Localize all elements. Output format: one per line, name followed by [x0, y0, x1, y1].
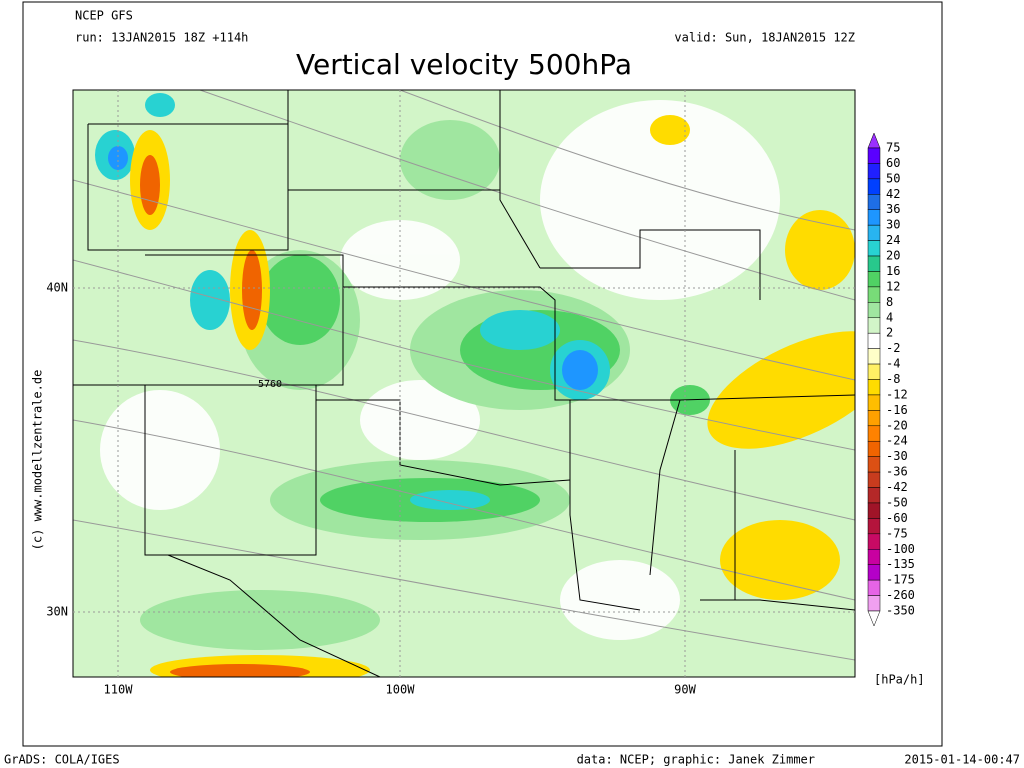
colorbar-label: -60 — [886, 511, 908, 525]
title: Vertical velocity 500hPa — [296, 48, 632, 81]
colorbar-label: 24 — [886, 233, 900, 247]
map-field — [73, 90, 855, 677]
colorbar-swatch — [867, 410, 881, 427]
graticule — [73, 90, 855, 677]
colorbar-label: -100 — [886, 542, 915, 556]
colorbar-swatch — [867, 147, 881, 164]
colorbar-swatch — [867, 363, 881, 380]
colorbar-label: -12 — [886, 387, 908, 401]
colorbar-label: -24 — [886, 434, 908, 448]
colorbar-label: -4 — [886, 357, 900, 371]
colorbar-swatch — [867, 178, 881, 195]
lon-label: 90W — [674, 683, 696, 697]
colorbar-swatch — [867, 456, 881, 473]
colorbar-swatch — [867, 533, 881, 550]
lat-label: 40N — [46, 281, 68, 295]
colorbar-label: 42 — [886, 187, 900, 201]
colorbar-label: -8 — [886, 372, 900, 386]
run: run: 13JAN2015 18Z +114h — [75, 31, 248, 45]
colorbar-label: 2 — [886, 326, 893, 340]
colorbar-label: -42 — [886, 480, 908, 494]
colorbar-swatch — [867, 579, 881, 596]
colorbar-swatch — [867, 471, 881, 488]
lat-label: 30N — [46, 605, 68, 619]
colorbar-label: -75 — [886, 526, 908, 540]
colorbar-swatch — [867, 487, 881, 504]
colorbar-swatch — [867, 348, 881, 365]
colorbar-label: 36 — [886, 202, 900, 216]
colorbar-swatch — [867, 564, 881, 581]
colorbar-swatch — [867, 209, 881, 226]
colorbar-label: -30 — [886, 449, 908, 463]
footer-left: GrADS: COLA/IGES — [4, 753, 120, 767]
valid: valid: Sun, 18JAN2015 12Z — [674, 31, 855, 45]
colorbar-label: -260 — [886, 588, 915, 602]
footer-timestamp: 2015-01-14-00:47 — [904, 753, 1020, 767]
colorbar-swatch — [867, 440, 881, 457]
colorbar-swatch — [867, 240, 881, 257]
colorbar-swatch — [867, 502, 881, 519]
colorbar-label: 60 — [886, 156, 900, 170]
colorbar-label: 8 — [886, 295, 893, 309]
colorbar-swatch — [867, 610, 881, 627]
colorbar: 75605042363024201612842-2-4-8-12-16-20-2… — [867, 132, 915, 627]
frame — [22, 1, 943, 747]
colorbar-swatch — [867, 132, 881, 149]
colorbar-swatch — [867, 194, 881, 210]
colorbar-label: -350 — [886, 604, 915, 618]
colorbar-swatch — [867, 271, 881, 288]
contour-label: 5760 — [258, 379, 282, 390]
colorbar-label: 30 — [886, 218, 900, 232]
colorbar-swatch — [867, 332, 881, 349]
colorbar-swatch — [867, 394, 881, 411]
colorbar-label: 4 — [886, 310, 893, 324]
lon-label: 100W — [386, 683, 416, 697]
map-border — [72, 89, 856, 678]
colorbar-swatch — [867, 425, 881, 442]
colorbar-label: -50 — [886, 495, 908, 509]
watermark: (c) www.modellzentrale.de — [31, 370, 45, 551]
colorbar-swatch — [867, 379, 881, 396]
colorbar-label: 16 — [886, 264, 900, 278]
colorbar-swatch — [867, 163, 881, 180]
colorbar-swatch — [867, 549, 881, 565]
colorbar-label: -36 — [886, 465, 908, 479]
lon-label: 110W — [104, 683, 134, 697]
colorbar-swatch — [867, 595, 881, 612]
colorbar-swatch — [867, 255, 881, 272]
colorbar-swatch — [867, 317, 881, 334]
footer-credit: data: NCEP; graphic: Janek Zimmer — [577, 753, 815, 767]
colorbar-swatch — [867, 224, 881, 241]
colorbar-label: -20 — [886, 418, 908, 432]
colorbar-label: -175 — [886, 573, 915, 587]
colorbar-label: -16 — [886, 403, 908, 417]
model: NCEP GFS — [75, 9, 133, 23]
colorbar-label: -2 — [886, 341, 900, 355]
colorbar-label: 12 — [886, 279, 900, 293]
colorbar-label: -135 — [886, 557, 915, 571]
colorbar-unit: [hPa/h] — [874, 673, 925, 687]
colorbar-label: 50 — [886, 171, 900, 185]
colorbar-label: 75 — [886, 141, 900, 155]
colorbar-label: 20 — [886, 249, 900, 263]
colorbar-swatch — [867, 286, 881, 303]
colorbar-swatch — [867, 302, 881, 319]
colorbar-swatch — [867, 518, 881, 535]
